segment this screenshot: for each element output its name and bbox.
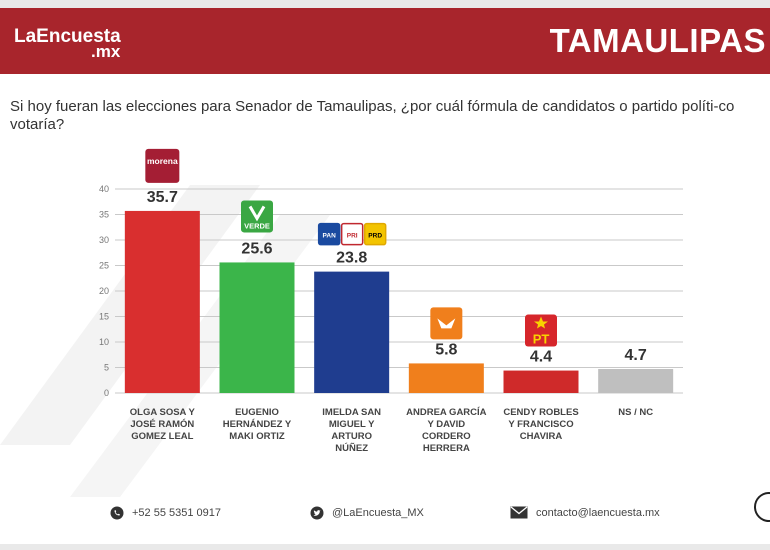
twitter-icon	[310, 506, 324, 520]
x-tick-label: EUGENIO	[235, 407, 279, 418]
bar-value-label: 23.8	[336, 250, 367, 267]
x-tick-label: CHAVIRA	[520, 431, 563, 442]
x-tick-label: Y FRANCISCO	[508, 419, 573, 430]
y-tick-label: 30	[99, 235, 109, 245]
x-tick-label: JOSÉ RAMÓN	[130, 418, 194, 430]
x-tick-label: ARTURO	[331, 431, 372, 442]
survey-question: Si hoy fueran las elecciones para Senado…	[10, 98, 735, 133]
bar	[314, 271, 390, 393]
brand-logo: LaEncuesta .mx	[14, 26, 121, 61]
x-tick-label: MIGUEL Y	[329, 419, 375, 430]
bar	[124, 210, 200, 393]
party-name: morena	[147, 156, 178, 166]
x-tick-label: ANDREA GARCÍA	[406, 407, 487, 418]
y-tick-label: 35	[99, 210, 109, 220]
bar	[503, 370, 579, 393]
party-logo: PAN PRI PRD	[317, 222, 387, 246]
party-name: PT	[533, 332, 550, 347]
y-tick-label: 40	[99, 184, 109, 194]
logo-domain: .mx	[91, 42, 121, 61]
party-name: PRD	[368, 233, 382, 240]
phone-text: +52 55 5351 0917	[132, 507, 222, 519]
y-tick-label: 20	[99, 286, 109, 296]
logo-name: LaEncuesta	[14, 26, 121, 47]
y-tick-label: 15	[99, 312, 109, 322]
twitter-handle: @LaEncuesta_MX	[332, 507, 424, 519]
x-tick-label: CENDY ROBLES	[503, 407, 578, 418]
x-tick-label: IMELDA SAN	[322, 407, 381, 418]
party-name: VERDE	[244, 221, 270, 230]
y-tick-label: 5	[104, 363, 109, 373]
email-text: contacto@laencuesta.mx	[536, 506, 660, 519]
envelope-icon	[510, 506, 528, 519]
x-tick-label: Y DAVID	[427, 419, 465, 430]
x-tick-label: CORDERO	[422, 431, 471, 442]
bar	[408, 363, 484, 393]
footer-twitter: @LaEncuesta_MX	[310, 506, 424, 520]
party-logo	[430, 307, 463, 340]
party-logo: PT	[525, 314, 557, 347]
header-bar: LaEncuesta .mx TAMAULIPAS	[0, 8, 770, 74]
infographic-card: LaEncuesta .mx TAMAULIPAS Si hoy fueran …	[0, 8, 770, 544]
party-logo: morena	[145, 148, 180, 183]
footer-phone: +52 55 5351 0917	[110, 506, 221, 520]
x-tick-label: GOMEZ LEAL	[131, 431, 193, 442]
footer-contact: +52 55 5351 0917 @LaEncuesta_MX contacto…	[0, 502, 770, 526]
x-tick-label: OLGA SOSA Y	[130, 407, 196, 418]
x-tick-label: HERNÁNDEZ Y	[223, 419, 292, 430]
bar-value-label: 4.7	[625, 347, 647, 364]
bar-value-label: 4.4	[530, 349, 552, 366]
bar	[598, 369, 674, 393]
party-name: PAN	[323, 233, 337, 240]
x-tick-label: MAKI ORTIZ	[229, 431, 285, 442]
y-tick-label: 25	[99, 261, 109, 271]
whatsapp-icon	[110, 506, 124, 520]
bar	[219, 262, 295, 393]
x-tick-label: HERRERA	[423, 443, 470, 454]
party-name: PRI	[347, 233, 358, 240]
state-title: TAMAULIPAS	[549, 22, 766, 59]
party-logo: VERDE	[241, 200, 273, 233]
bar-value-label: 5.8	[435, 341, 457, 358]
x-tick-label: NÚÑEZ	[335, 442, 368, 454]
bar-value-label: 35.7	[147, 189, 178, 206]
y-tick-label: 10	[99, 337, 109, 347]
bar-value-label: 25.6	[241, 240, 272, 257]
footer-email: contacto@laencuesta.mx	[510, 506, 660, 519]
y-tick-label: 0	[104, 388, 109, 398]
x-tick-label: NS / NC	[618, 407, 653, 418]
